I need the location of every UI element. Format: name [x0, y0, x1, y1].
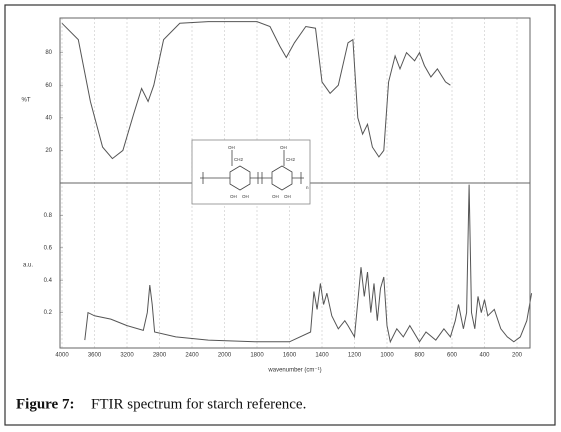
atom-label: OH [230, 194, 237, 199]
x-tick-label: 3200 [120, 353, 134, 359]
atom-label: OH [242, 194, 249, 199]
x-tick-label: 3600 [88, 353, 102, 359]
bonds [200, 150, 304, 184]
y-axis-label: %T [22, 98, 31, 104]
y-tick-label: 60 [45, 83, 52, 89]
x-tick-label: 800 [414, 353, 425, 359]
x-tick-label: 2400 [185, 353, 199, 359]
atom-label: OH [228, 145, 235, 150]
y-axis-label: a.u. [23, 263, 33, 269]
x-tick-label: 2000 [218, 353, 232, 359]
y-tick-label: 40 [45, 115, 52, 121]
structure: OH CH2 OH OH OH CH2 OH OH n [191, 139, 311, 205]
x-tick-label: 200 [512, 353, 523, 359]
x-tick-label: 1000 [380, 353, 394, 359]
x-tick-label: 4000 [55, 353, 69, 359]
figure-border [4, 4, 556, 426]
atom-label: n [306, 185, 309, 190]
ring [271, 165, 293, 191]
x-tick-label: 1400 [315, 353, 329, 359]
atom-label: OH [280, 145, 287, 150]
x-tick-label: 1200 [348, 353, 362, 359]
atom-label: OH [272, 194, 279, 199]
x-tick-label: 1600 [283, 353, 297, 359]
atom-label: OH [284, 194, 291, 199]
x-tick-label: 600 [447, 353, 458, 359]
structure-box [191, 139, 311, 205]
ring [229, 165, 251, 191]
atom-label: CH2 [286, 157, 295, 162]
caption-text: FTIR spectrum for starch reference. [91, 396, 306, 412]
spectrum-line [84, 184, 533, 344]
x-tick-label: 400 [479, 353, 490, 359]
x-axis-label: wavenumber (cm⁻¹) [267, 368, 321, 374]
x-tick-label: 2800 [153, 353, 167, 359]
y-tick-label: 0.4 [44, 278, 53, 284]
y-tick-label: 0.6 [44, 245, 53, 251]
spectrum-line [61, 21, 451, 160]
y-tick-label: 20 [45, 148, 52, 154]
atom-label: CH2 [234, 157, 243, 162]
y-tick-label: 80 [45, 50, 52, 56]
x-tick-label: 1800 [250, 353, 264, 359]
caption-label: Figure 7: [16, 396, 74, 412]
y-tick-label: 0.8 [44, 213, 53, 219]
y-tick-label: 0.2 [44, 310, 53, 316]
